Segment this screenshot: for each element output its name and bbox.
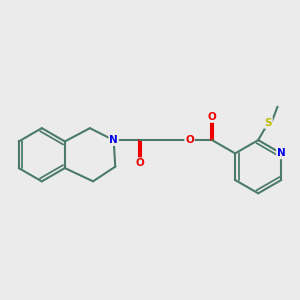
Text: O: O xyxy=(208,112,217,122)
Text: O: O xyxy=(185,135,194,145)
Text: N: N xyxy=(277,148,286,158)
Text: N: N xyxy=(109,135,118,145)
Text: S: S xyxy=(264,118,272,128)
Text: O: O xyxy=(136,158,145,168)
